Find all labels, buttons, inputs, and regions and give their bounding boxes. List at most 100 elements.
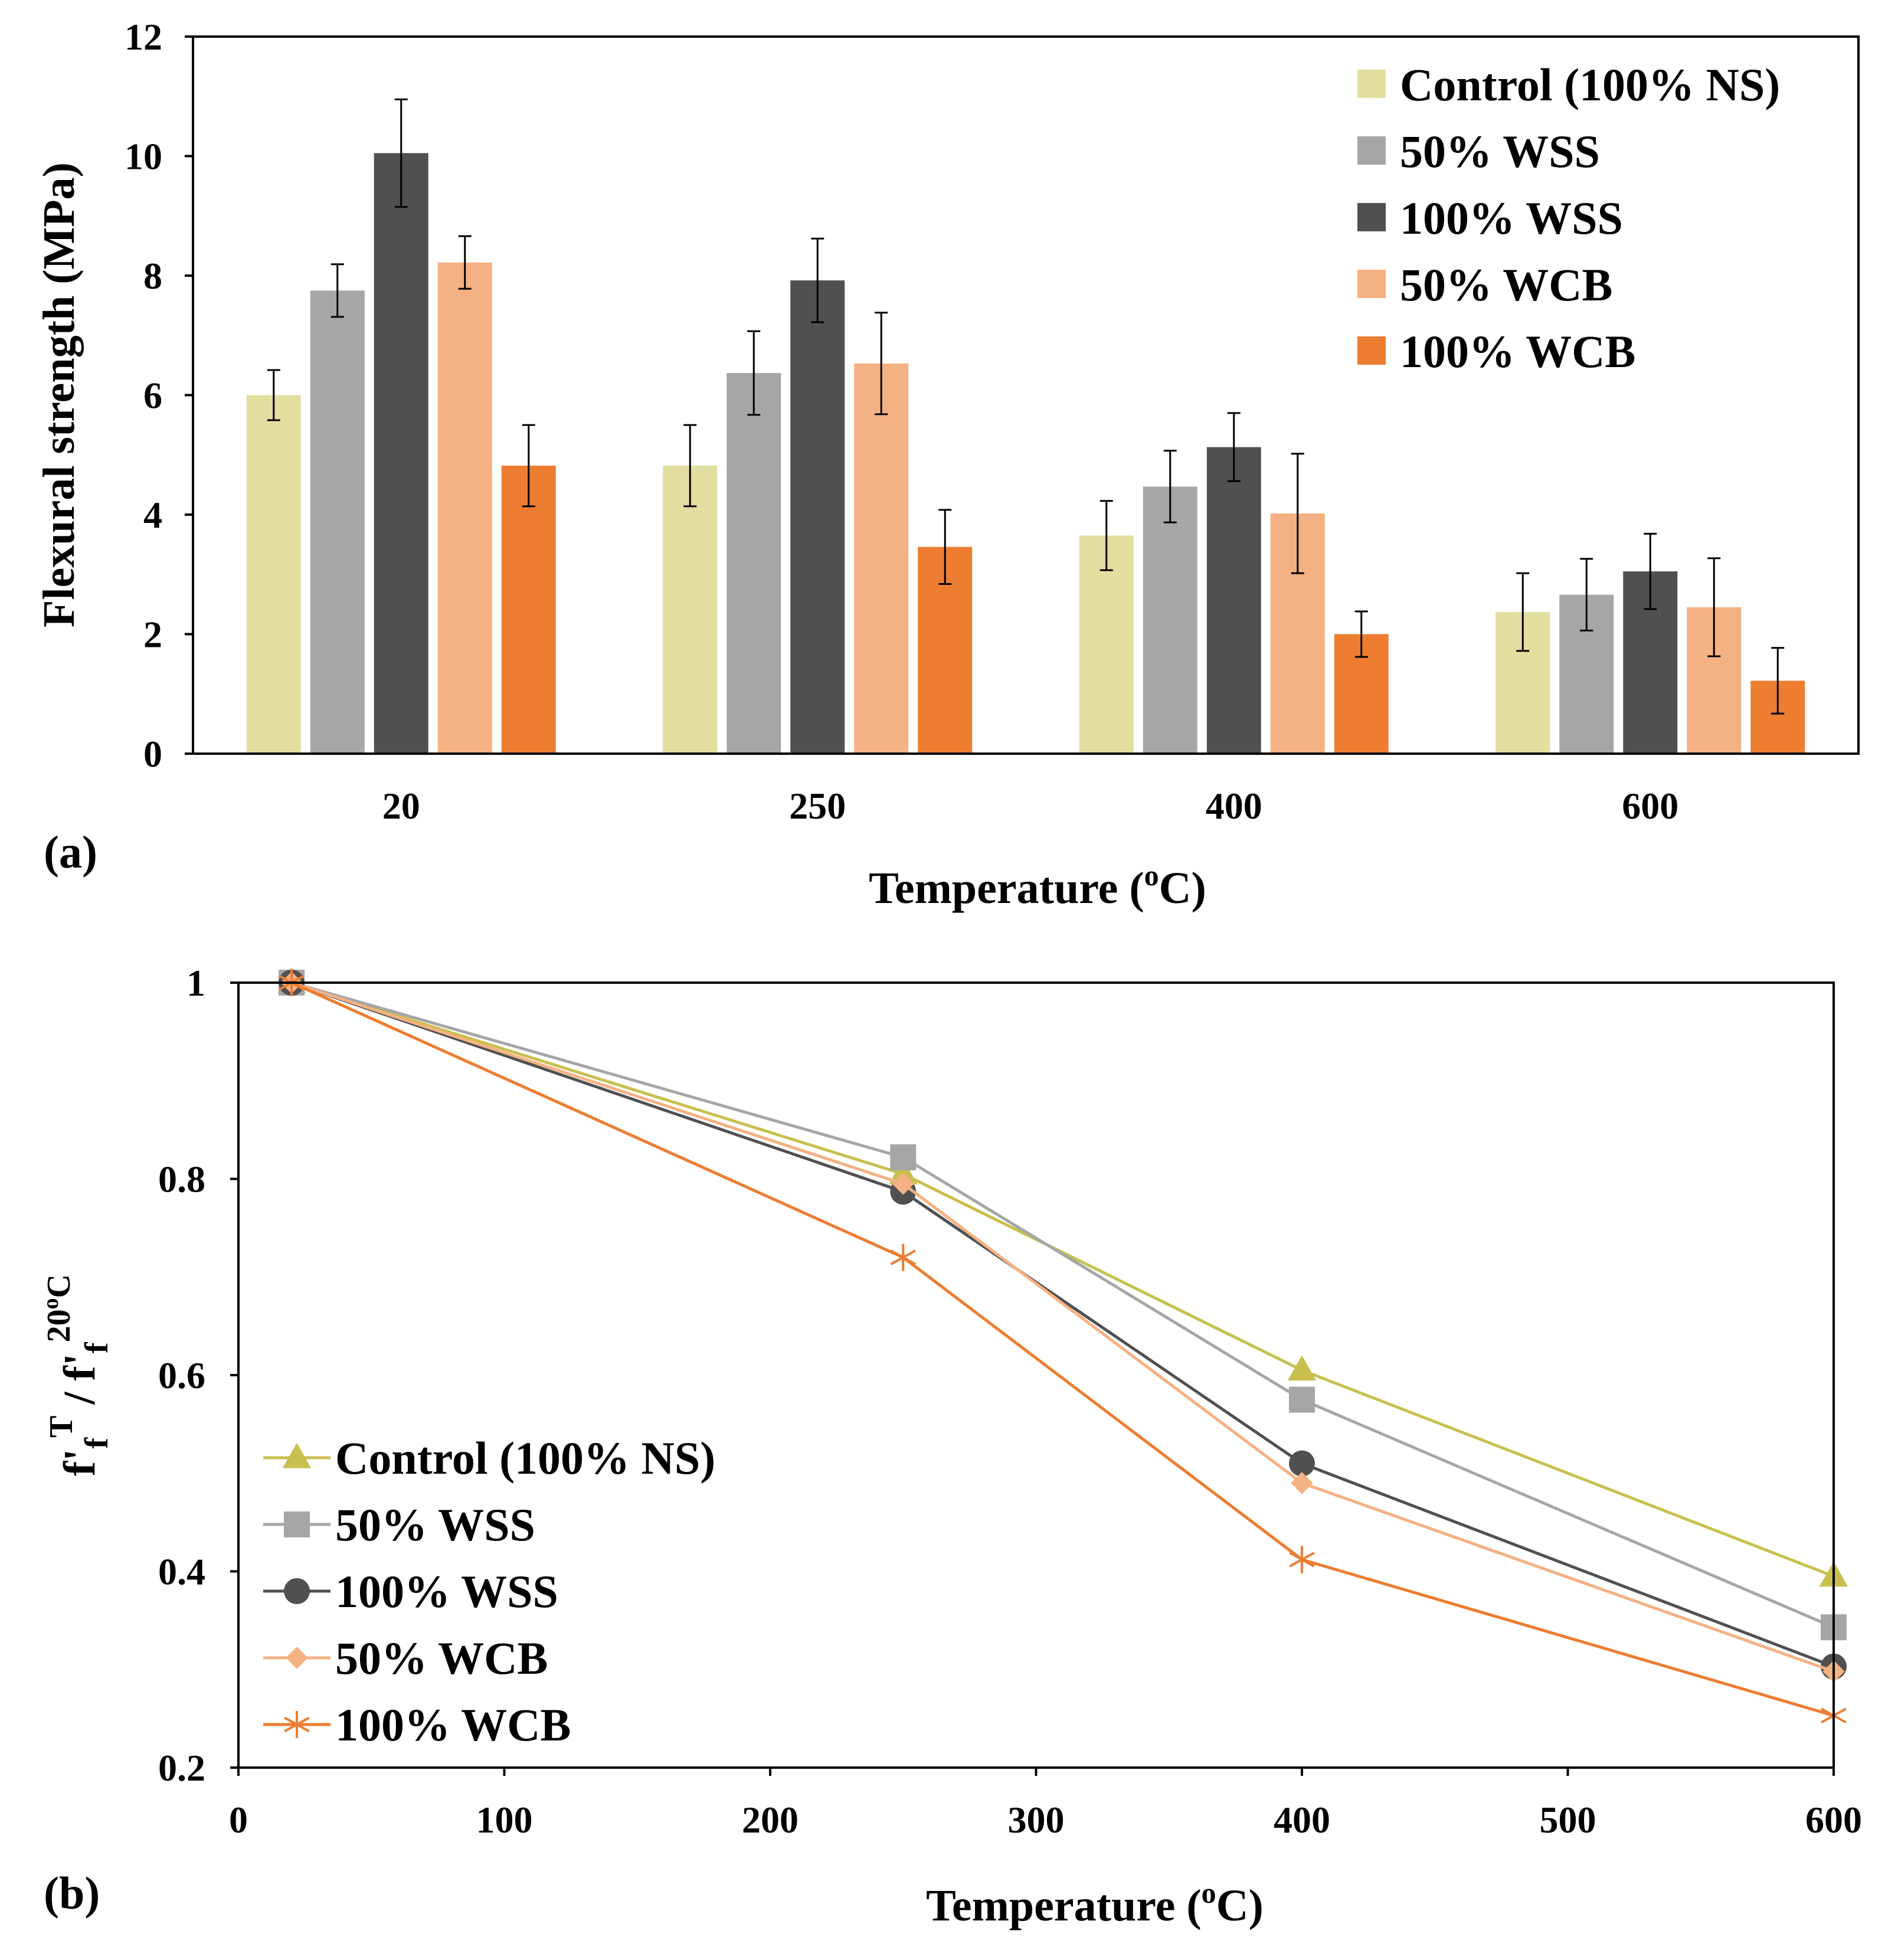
legend-label: Control (100% NS) (335, 1432, 715, 1484)
bar-chart-x-tick-labels: 20 250 400 600 (382, 785, 1679, 827)
series-line (291, 981, 1834, 1717)
legend-item: Control (100% NS) (1357, 59, 1780, 110)
bar (1143, 486, 1197, 754)
error-bar (330, 263, 344, 318)
bar-x-tick-label: 20 (382, 785, 420, 827)
marker-circle (284, 1578, 310, 1604)
line-x-tick-label: 300 (1008, 1799, 1065, 1841)
marker-diamond (286, 1647, 308, 1669)
legend-swatch (1357, 203, 1386, 231)
error-bar (1580, 558, 1593, 631)
error-bar (1163, 450, 1177, 523)
line-series (277, 967, 1848, 1587)
error-bar (394, 98, 408, 208)
line-x-title-tail: C) (1216, 1881, 1264, 1930)
panel-label-b: (b) (44, 1867, 100, 1919)
line-x-title-main: Temperature ( (926, 1881, 1201, 1930)
bar-x-title-main: Temperature ( (869, 863, 1144, 913)
data-point-diamond (1291, 1472, 1313, 1494)
bar-chart-legend: Control (100% NS) 50% WSS 100% WSS 50% WCB 1… (1357, 59, 1780, 377)
line-y-tick-label: 0.2 (158, 1747, 205, 1789)
line-chart-x-ticks: 0 100 200 300 400 500 600 (229, 1768, 1862, 1841)
legend-label: 100% WSS (1400, 192, 1623, 244)
legend-item: Control (100% NS) (263, 1432, 715, 1484)
legend-item: 100% WCB (1357, 326, 1635, 377)
data-point-asterisk (1289, 1546, 1315, 1573)
error-bar (1707, 557, 1721, 657)
marker-diamond (892, 1173, 914, 1195)
legend-label: 100% WCB (335, 1699, 571, 1750)
y-title-mid: / f' (55, 1353, 104, 1416)
error-bar (1644, 532, 1657, 610)
y-title-f1: f' (55, 1449, 104, 1476)
bar-x-tick-label: 600 (1622, 785, 1678, 827)
bar-chart-panel: 0 2 4 6 8 10 12 20 250 400 600 Flexural strength … (34, 16, 1860, 913)
y-title-sub1: f (78, 1437, 115, 1449)
line-y-tick-label: 0.6 (158, 1354, 205, 1396)
legend-label: 50% WSS (335, 1499, 535, 1550)
legend-item: 100% WSS (263, 1566, 558, 1617)
bar-x-tick-label: 250 (789, 785, 846, 827)
error-bar (1227, 412, 1241, 482)
bar (854, 363, 909, 754)
legend-item: 50% WCB (1357, 259, 1612, 310)
data-point-circle (284, 1578, 310, 1604)
bar (790, 280, 845, 754)
series-line (291, 981, 1834, 1578)
bar-y-tick-label: 12 (125, 16, 162, 58)
bar-y-tick-label: 10 (125, 136, 162, 178)
error-bar (267, 369, 280, 421)
series-line (291, 981, 1834, 1629)
bar-chart-y-axis-title: Flexural strength (MPa) (34, 162, 84, 627)
data-point-diamond (286, 1647, 308, 1669)
line-x-tick-label: 200 (742, 1799, 799, 1841)
marker-asterisk-stroke (890, 1249, 917, 1265)
legend-swatch (1357, 136, 1386, 165)
data-point-asterisk (284, 1710, 310, 1739)
line-x-tick-label: 400 (1274, 1799, 1330, 1841)
line-x-tick-label: 600 (1805, 1799, 1862, 1841)
line-x-tick-label: 500 (1540, 1799, 1596, 1841)
bar (663, 465, 718, 754)
marker-triangle (1287, 1355, 1317, 1381)
bar-chart-y-ticks: 0 2 4 6 8 10 12 (125, 16, 193, 775)
marker-asterisk-stroke (284, 1716, 310, 1733)
y-title-sup2b: o (38, 1298, 63, 1309)
data-point-square (284, 1511, 310, 1537)
line-chart-y-axis-title: f'fT / f'f20oC (38, 1274, 115, 1476)
line-x-tick-label: 0 (229, 1799, 248, 1841)
data-point-circle (1289, 1450, 1315, 1477)
error-bar (875, 312, 888, 415)
series-line (291, 981, 1834, 1673)
bar-y-tick-label: 2 (143, 614, 162, 656)
bar (1079, 535, 1134, 754)
data-point-triangle (1287, 1355, 1317, 1381)
bar-y-tick-label: 4 (143, 494, 162, 536)
data-point-square (890, 1144, 917, 1170)
bar (727, 373, 781, 754)
y-title-sup1: T (43, 1416, 80, 1438)
bar-x-title-sup: o (1144, 859, 1159, 892)
error-bar (522, 424, 535, 508)
marker-diamond (1291, 1472, 1313, 1494)
bar-y-tick-label: 8 (143, 255, 162, 297)
marker-triangle (282, 1442, 312, 1468)
legend-swatch (1357, 270, 1386, 298)
legend-label: 50% WCB (1400, 259, 1612, 310)
bar-x-title-tail: C) (1159, 863, 1206, 913)
legend-label: 50% WSS (1400, 126, 1600, 177)
legend-item: 50% WSS (1357, 126, 1600, 177)
bar-chart-bars (246, 153, 1805, 754)
bar-chart-error-bars (267, 98, 1785, 715)
bar-chart-x-axis-title: Temperature (oC) (869, 859, 1206, 913)
line-x-title-sup: o (1202, 1876, 1216, 1909)
legend-label: 50% WCB (335, 1632, 548, 1684)
data-point-asterisk (890, 1244, 917, 1271)
marker-asterisk-stroke (1289, 1552, 1315, 1568)
bar (310, 290, 365, 754)
error-bar (747, 330, 761, 416)
error-bar (811, 237, 824, 323)
line-series (279, 968, 1847, 1729)
line-y-tick-label: 0.8 (158, 1159, 205, 1200)
